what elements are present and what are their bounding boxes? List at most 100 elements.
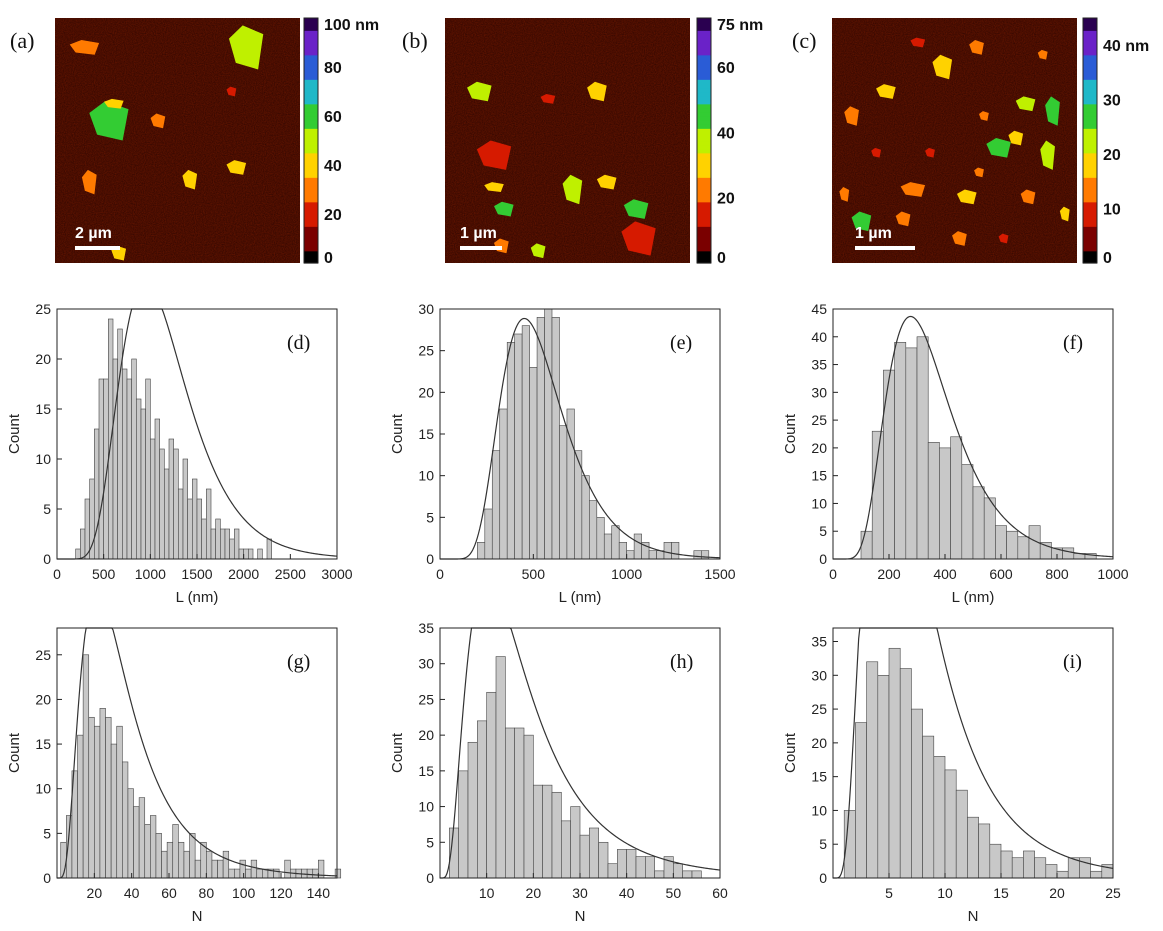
y-axis-label: Count <box>782 413 799 454</box>
colorbar-segment <box>1083 193 1097 199</box>
colorbar-segment <box>304 254 318 260</box>
flake-mark <box>876 84 896 99</box>
x-tick-label: 25 <box>1105 885 1121 901</box>
histogram-bar <box>663 542 672 560</box>
x-axis-label: N <box>192 908 203 925</box>
histogram-bar <box>256 868 263 879</box>
histogram-bar <box>506 342 515 560</box>
colorbar-segment <box>304 132 318 138</box>
histogram-bar <box>250 859 258 879</box>
colorbar-segment <box>304 169 318 174</box>
colorbar-tick-label: 20 <box>324 207 342 224</box>
colorbar-segment <box>304 26 318 31</box>
histogram-bar <box>1011 857 1024 879</box>
histogram-bar <box>598 841 609 879</box>
y-tick-label: 0 <box>43 870 51 886</box>
colorbar-segment <box>697 75 711 80</box>
flake-mark <box>952 231 967 246</box>
y-tick-label: 0 <box>819 551 827 567</box>
histogram-bar <box>75 548 81 560</box>
colorbar-segment <box>304 71 318 76</box>
histogram-bar <box>243 548 249 560</box>
flake-mark <box>969 40 984 55</box>
histogram-bar <box>648 550 657 560</box>
histogram-bar <box>1034 857 1047 879</box>
colorbar-segment <box>1083 144 1097 150</box>
colorbar-segment <box>697 22 711 27</box>
histogram-bar <box>617 849 627 879</box>
histogram-bar <box>477 542 486 560</box>
histogram-bar <box>161 850 168 879</box>
flake-mark <box>596 174 617 190</box>
colorbar-segment <box>304 136 318 142</box>
histogram-bar <box>217 859 224 879</box>
histogram-bar <box>66 815 73 879</box>
histogram-bar <box>110 743 118 879</box>
flake-mark <box>1037 49 1048 60</box>
colorbar-segment <box>304 193 318 199</box>
x-tick-label: 60 <box>712 885 728 901</box>
histogram-bar <box>136 398 142 560</box>
histogram-bar <box>458 770 469 879</box>
flake-mark <box>844 106 859 126</box>
y-tick-label: 5 <box>426 834 434 850</box>
histogram-bar <box>611 525 620 560</box>
histogram-panel: 0 500 1000 1500 2000 2500 3000 0 5 10 15 20 25 L (nm)… <box>6 301 353 606</box>
histogram-bar <box>284 859 291 879</box>
panel-label: (a) <box>10 28 34 53</box>
histogram-bar <box>127 788 134 879</box>
colorbar-segment <box>1083 250 1097 256</box>
colorbar-segment <box>1083 111 1097 117</box>
colorbar-segment <box>304 242 318 248</box>
colorbar-segment <box>1083 116 1097 121</box>
colorbar-segment <box>697 254 711 260</box>
colorbar-segment <box>304 22 318 27</box>
colorbar-segment <box>304 181 318 187</box>
colorbar-segment <box>304 128 318 133</box>
colorbar-segment <box>1083 230 1097 236</box>
y-tick-label: 30 <box>811 384 827 400</box>
flake-mark <box>839 187 850 202</box>
x-tick-label: 2500 <box>275 566 306 582</box>
colorbar-tick-label: 30 <box>1103 93 1121 110</box>
histogram-bar <box>866 661 879 879</box>
x-tick-label: 1500 <box>704 566 735 582</box>
colorbar-segment <box>1083 22 1097 27</box>
y-tick-label: 10 <box>35 451 51 467</box>
histogram-bar <box>877 674 890 879</box>
colorbar-segment <box>697 132 711 138</box>
histogram-bar <box>551 791 562 879</box>
x-tick-label: 3000 <box>321 566 352 582</box>
colorbar-segment <box>697 120 711 125</box>
histogram-bar <box>306 868 314 879</box>
colorbar-segment <box>1083 160 1097 166</box>
y-tick-label: 20 <box>811 440 827 456</box>
x-tick-label: 500 <box>92 566 116 582</box>
histogram-bar <box>645 856 655 879</box>
colorbar-segment <box>1083 218 1097 223</box>
colorbar-tick-label: 60 <box>324 109 342 126</box>
flake-mark <box>587 81 607 102</box>
scale-bar-label: 1 µm <box>855 225 892 242</box>
histogram-bar <box>505 727 515 879</box>
y-tick-label: 15 <box>35 401 51 417</box>
histogram-bar <box>596 517 605 560</box>
histogram-bar <box>626 550 635 560</box>
x-tick-label: 0 <box>436 566 444 582</box>
histogram-bar <box>491 450 501 560</box>
colorbar-segment <box>1083 26 1097 31</box>
histogram-bar <box>131 358 137 560</box>
flake-mark <box>1008 130 1024 146</box>
colorbar-segment <box>697 79 711 84</box>
histogram-bar <box>883 369 895 560</box>
colorbar-segment <box>697 230 711 236</box>
colorbar-segment <box>304 152 318 158</box>
flake-mark <box>621 221 656 256</box>
histogram-bar <box>1045 864 1058 879</box>
panel-label: (h) <box>670 651 693 673</box>
y-tick-label: 10 <box>35 781 51 797</box>
x-tick-label: 20 <box>526 885 542 901</box>
histogram-bar <box>682 870 693 879</box>
colorbar-frame <box>696 17 712 264</box>
